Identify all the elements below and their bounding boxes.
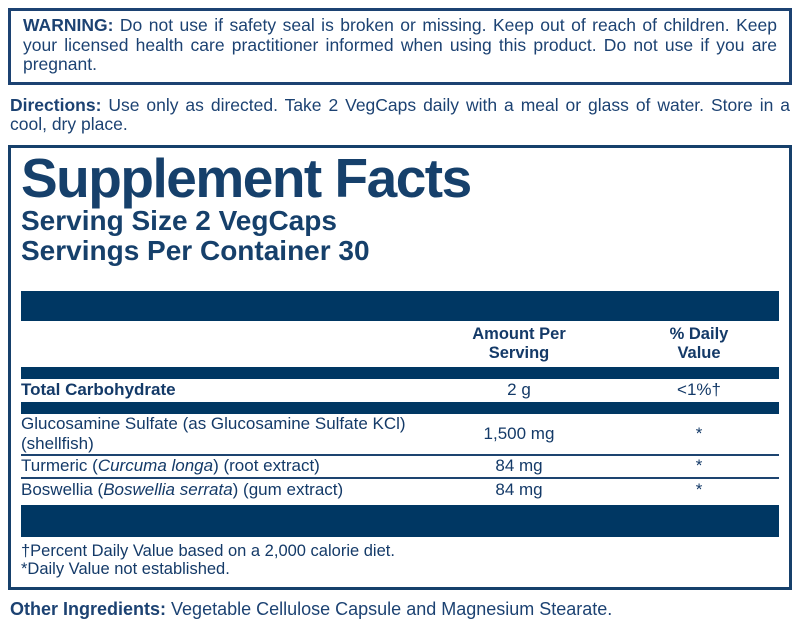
panel-title: Supplement Facts (21, 146, 472, 209)
footnote-not-established: *Daily Value not established. (21, 560, 230, 578)
row-glucosamine-sulfate: Glucosamine Sulfate (as Glucosamine Sulf… (21, 414, 779, 456)
divider-bar (21, 401, 779, 414)
ingredient-name-text: Glucosamine Sulfate (as Glucosamine Sulf… (21, 413, 406, 453)
ingredient-amount: 1,500 mg (483, 423, 555, 443)
ingredient-amount: 84 mg (495, 480, 543, 499)
ingredient-daily-value: * (695, 423, 703, 443)
bottom-divider-bar (21, 504, 779, 537)
top-divider-bar (21, 290, 779, 321)
directions: Directions: Use only as directed. Take 2… (10, 94, 790, 135)
supplement-facts-panel: Supplement Facts Serving Size 2 VegCaps … (8, 144, 792, 590)
column-header-amount: Amount Per Serving (472, 324, 566, 362)
other-ingredients: Other Ingredients: Vegetable Cellulose C… (10, 599, 790, 619)
footnote-daily-value: †Percent Daily Value based on a 2,000 ca… (21, 541, 395, 560)
ingredient-daily-value: * (695, 456, 703, 475)
ingredient-name: Glucosamine Sulfate (as Glucosamine Sulf… (21, 414, 419, 454)
label-page: WARNING: Do not use if safety seal is br… (8, 8, 792, 619)
other-ingredients-label: Other Ingredients: (10, 598, 167, 619)
row-boswellia: Boswellia (Boswellia serrata) (gum extra… (21, 479, 779, 502)
ingredient-daily-value: * (695, 480, 703, 499)
warning-text: Do not use if safety seal is broken or m… (23, 15, 777, 74)
column-header-daily-value: % Daily Value (669, 324, 729, 362)
other-ingredients-text: Vegetable Cellulose Capsule and Magnesiu… (171, 598, 613, 619)
column-header-row: Amount Per Serving % Daily Value (21, 321, 779, 367)
warning-label: WARNING: (23, 15, 114, 35)
ingredient-name: Boswellia (Boswellia serrata) (gum extra… (21, 480, 419, 500)
ingredient-name: Turmeric (Curcuma longa) (root extract) (21, 456, 419, 476)
nutrient-amount: 2 g (507, 380, 531, 399)
ingredient-name-text: Boswellia ( (21, 480, 104, 499)
nutrient-name: Total Carbohydrate (21, 380, 176, 399)
ingredient-name-suffix: ) (gum extract) (232, 480, 344, 499)
ingredient-amount: 84 mg (495, 456, 543, 475)
ingredient-name-suffix: ) (root extract) (213, 456, 320, 475)
directions-label: Directions: (10, 94, 102, 115)
ingredient-latin-name: Boswellia serrata (103, 480, 233, 499)
serving-size: Serving Size 2 VegCaps (21, 204, 337, 236)
divider-bar (21, 366, 779, 379)
nutrient-daily-value: <1%† (677, 380, 721, 399)
ingredient-latin-name: Curcuma longa (97, 456, 214, 475)
warning-box: WARNING: Do not use if safety seal is br… (8, 8, 792, 85)
row-total-carbohydrate: Total Carbohydrate 2 g <1%† (21, 379, 779, 402)
servings-per-container: Servings Per Container 30 (21, 234, 370, 266)
row-turmeric: Turmeric (Curcuma longa) (root extract) … (21, 456, 779, 479)
footnotes: †Percent Daily Value based on a 2,000 ca… (21, 542, 779, 579)
ingredient-name-text: Turmeric ( (21, 456, 98, 475)
directions-text: Use only as directed. Take 2 VegCaps dai… (10, 94, 790, 134)
